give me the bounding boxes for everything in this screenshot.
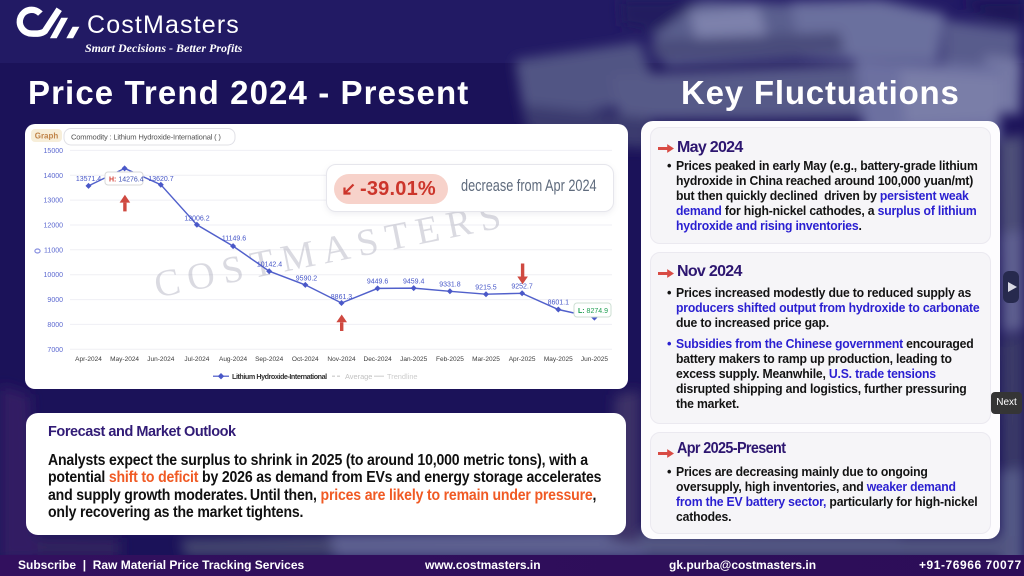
svg-text:12000: 12000: [44, 223, 64, 230]
svg-text:13571.4: 13571.4: [76, 176, 101, 183]
svg-text:10000: 10000: [44, 272, 64, 279]
svg-text:Oct-2024: Oct-2024: [292, 356, 319, 363]
svg-text:Feb-2025: Feb-2025: [436, 356, 464, 363]
svg-text:9252.7: 9252.7: [511, 284, 533, 291]
svg-text:14000: 14000: [44, 173, 64, 180]
svg-text:Jun-2025: Jun-2025: [581, 356, 608, 363]
svg-text:L: 8274.9: L: 8274.9: [578, 308, 608, 315]
svg-text:9000: 9000: [47, 297, 63, 304]
svg-text:11000: 11000: [44, 247, 63, 254]
svg-text:Jun-2024: Jun-2024: [147, 356, 174, 363]
svg-text:8000: 8000: [47, 322, 63, 329]
svg-text:May-2025: May-2025: [544, 356, 573, 363]
svg-text:Aug-2024: Aug-2024: [219, 356, 248, 363]
svg-text:11149.6: 11149.6: [222, 236, 246, 243]
svg-text:Mar-2025: Mar-2025: [472, 356, 500, 363]
svg-text:H: 14276.4: H: 14276.4: [109, 177, 144, 184]
svg-text:15000: 15000: [44, 148, 64, 155]
svg-text:Apr-2024: Apr-2024: [75, 356, 102, 363]
svg-text:9215.5: 9215.5: [475, 284, 497, 291]
svg-text:8601.1: 8601.1: [548, 300, 570, 307]
svg-text:Sep-2024: Sep-2024: [255, 356, 284, 363]
svg-text:Trendline: Trendline: [387, 372, 418, 381]
svg-text:Graph: Graph: [35, 132, 59, 141]
svg-text:Jan-2025: Jan-2025: [400, 356, 427, 363]
svg-text:10142.4: 10142.4: [257, 261, 282, 268]
svg-text:Lithium Hydroxide-Internationa: Lithium Hydroxide-International: [232, 372, 327, 381]
svg-text:13620.7: 13620.7: [148, 176, 173, 183]
svg-text:Jul-2024: Jul-2024: [184, 356, 209, 363]
svg-text:9449.6: 9449.6: [367, 279, 389, 286]
svg-text:Average: Average: [345, 372, 372, 381]
svg-text:Apr-2025: Apr-2025: [509, 356, 536, 363]
svg-text:Dec-2024: Dec-2024: [364, 356, 393, 363]
svg-text:May-2024: May-2024: [110, 356, 139, 363]
svg-text:8861.3: 8861.3: [331, 294, 353, 301]
svg-text:12006.2: 12006.2: [184, 216, 209, 223]
svg-text:Commodity : Lithium Hydroxide-: Commodity : Lithium Hydroxide-Internatio…: [71, 133, 221, 142]
svg-text:9331.8: 9331.8: [439, 282, 461, 289]
svg-text:9590.2: 9590.2: [296, 276, 318, 283]
svg-text:Nov-2024: Nov-2024: [327, 356, 356, 363]
svg-text:7000: 7000: [47, 347, 63, 354]
svg-text:13000: 13000: [44, 198, 64, 205]
svg-text:9459.4: 9459.4: [403, 278, 425, 285]
